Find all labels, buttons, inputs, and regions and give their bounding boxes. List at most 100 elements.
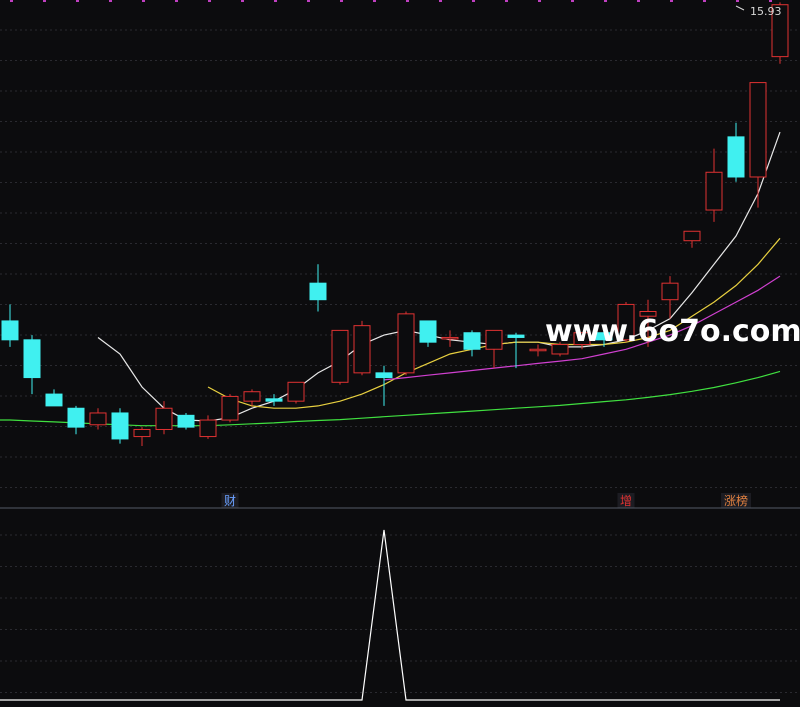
border-dot (208, 0, 211, 2)
event-markers: 财 增 涨榜 (221, 493, 751, 508)
candle-up (441, 330, 459, 347)
candle-up (89, 408, 107, 430)
candle-down (375, 365, 393, 406)
border-dot (76, 0, 79, 2)
candle-body (595, 332, 613, 341)
candle-down (727, 122, 745, 182)
candle-body (705, 171, 723, 211)
border-dot (274, 0, 277, 2)
candle-body (199, 419, 217, 438)
candle-up (749, 82, 767, 208)
candle-down (23, 335, 41, 395)
candle-body (771, 4, 789, 58)
last-price-text: 15.93 (750, 5, 782, 18)
candle-up (199, 415, 217, 439)
border-dot (406, 0, 409, 2)
candle-up (661, 276, 679, 319)
candle-down (67, 405, 85, 435)
indicator-panel-grid (0, 534, 800, 693)
candle-down (463, 330, 481, 357)
event-marker-label: 增 (620, 494, 632, 508)
candle-body (463, 332, 481, 350)
border-dot (340, 0, 343, 2)
candle-body (331, 329, 349, 383)
candle-body (419, 320, 437, 343)
candle-down (111, 408, 129, 444)
candle-up (771, 2, 789, 64)
candle-body (749, 82, 767, 178)
indicator-line (0, 529, 780, 701)
candle-body (529, 348, 547, 352)
candle-body (1, 320, 19, 341)
border-dot (505, 0, 508, 2)
border-dot (703, 0, 706, 2)
candle-down (265, 394, 283, 406)
candle-up (221, 394, 239, 423)
candle-down (507, 332, 525, 369)
candle-down (45, 389, 63, 407)
candle-body (485, 329, 503, 350)
border-dot (109, 0, 112, 2)
event-marker-bg (721, 493, 751, 508)
candle-up (485, 329, 503, 369)
candle-up (683, 230, 701, 248)
border-dot (670, 0, 673, 2)
candle-body (23, 339, 41, 379)
candle-body (397, 313, 415, 374)
candle-body (67, 407, 85, 428)
moving-average-line (383, 275, 781, 381)
event-marker-bg (221, 493, 239, 508)
candle-up (397, 311, 415, 376)
candle-down (309, 264, 327, 312)
event-marker: 财 (221, 493, 239, 508)
main-panel-grid (0, 29, 800, 488)
candlesticks (1, 2, 789, 447)
candle-body (375, 372, 393, 379)
candle-up (155, 401, 173, 435)
candle-body (177, 414, 195, 428)
candle-down (1, 304, 19, 347)
candle-body (287, 381, 305, 402)
watermark: www.6o7o.com (545, 314, 800, 349)
candle-body (45, 393, 63, 407)
candle-body (133, 428, 151, 438)
candle-up (705, 148, 723, 222)
event-marker-label: 涨榜 (724, 493, 748, 508)
candle-up (529, 344, 547, 357)
candle-down (595, 325, 613, 347)
candle-body (507, 334, 525, 338)
border-dot (10, 0, 13, 2)
candle-up (639, 299, 657, 347)
candle-body (661, 282, 679, 301)
candle-body (111, 412, 129, 440)
last-price-label: 15.93 (735, 5, 782, 18)
candle-body (89, 412, 107, 426)
event-marker: 增 (617, 493, 635, 508)
border-dot (571, 0, 574, 2)
candle-body (551, 344, 569, 355)
border-dot (472, 0, 475, 2)
border-dot (175, 0, 178, 2)
candle-body (683, 230, 701, 242)
candle-up (287, 381, 305, 404)
candle-body (573, 332, 591, 346)
candle-body (221, 395, 239, 421)
candle-up (353, 320, 371, 376)
candle-up (551, 342, 569, 357)
last-price-pointer (735, 5, 745, 11)
border-dot (373, 0, 376, 2)
candle-down (177, 412, 195, 430)
event-marker-bg (617, 493, 635, 508)
candle-body (441, 336, 459, 340)
candle-body (617, 303, 635, 341)
candle-body (155, 407, 173, 430)
candle-up (243, 389, 261, 406)
border-dot (439, 0, 442, 2)
top-border-dots (10, 0, 772, 2)
border-dot (637, 0, 640, 2)
candle-up (617, 302, 635, 343)
border-dot (769, 0, 772, 2)
border-dot (241, 0, 244, 2)
candle-up (133, 427, 151, 447)
